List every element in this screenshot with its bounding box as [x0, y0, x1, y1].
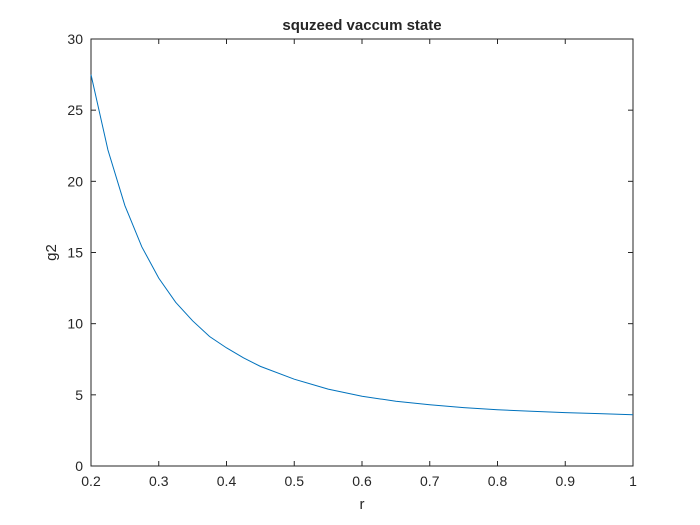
y-tick-label: 20 — [67, 173, 83, 189]
y-tick-label: 30 — [67, 31, 83, 47]
series-layer — [90, 74, 634, 416]
x-tick-label: 0.5 — [285, 473, 305, 489]
axes-box — [90, 38, 634, 467]
series-line-0 — [90, 74, 634, 416]
x-tick-label: 0.8 — [488, 473, 508, 489]
x-tick-label: 1 — [629, 473, 637, 489]
y-tick-label: 15 — [67, 245, 83, 261]
x-axis-label: r — [360, 496, 365, 513]
x-tick-label: 0.2 — [81, 473, 101, 489]
y-tick-label: 0 — [75, 458, 83, 474]
chart-title: squzeed vaccum state — [282, 17, 441, 34]
y-tick-label: 5 — [75, 387, 83, 403]
y-tick-label: 10 — [67, 316, 83, 332]
ticks — [90, 38, 634, 467]
x-tick-label: 0.7 — [420, 473, 440, 489]
y-axis-label: g2 — [43, 244, 60, 261]
x-tick-label: 0.9 — [556, 473, 576, 489]
y-tick-label: 25 — [67, 102, 83, 118]
x-tick-label: 0.3 — [149, 473, 169, 489]
x-tick-label: 0.6 — [352, 473, 372, 489]
x-tick-label: 0.4 — [217, 473, 237, 489]
plot-area — [90, 38, 634, 467]
